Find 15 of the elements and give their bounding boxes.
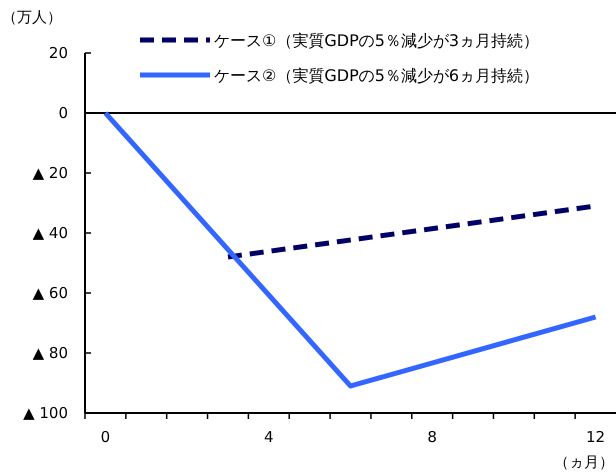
x-tick-label: 8 (427, 428, 437, 446)
y-tick-label: ▲ 80 (32, 344, 68, 362)
y-tick-label: ▲ 60 (32, 284, 68, 302)
y-tick-label: ▲ 100 (23, 404, 68, 422)
y-tick-label: 20 (48, 44, 68, 62)
y-tick-label: ▲ 40 (32, 224, 68, 242)
legend-label: ケース①（実質GDPの5％減少が3ヵ月持続） (214, 31, 540, 50)
x-axis-title: （ヵ月） (554, 453, 614, 471)
y-axis-title: （万人） (2, 8, 62, 26)
y-tick-label: 0 (58, 104, 68, 122)
legend-label: ケース②（実質GDPの5％減少が6ヵ月持続） (214, 66, 540, 85)
x-tick-label: 4 (264, 428, 274, 446)
x-tick-label: 12 (586, 428, 606, 446)
y-tick-label: ▲ 20 (32, 164, 68, 182)
x-tick-label: 0 (100, 428, 110, 446)
